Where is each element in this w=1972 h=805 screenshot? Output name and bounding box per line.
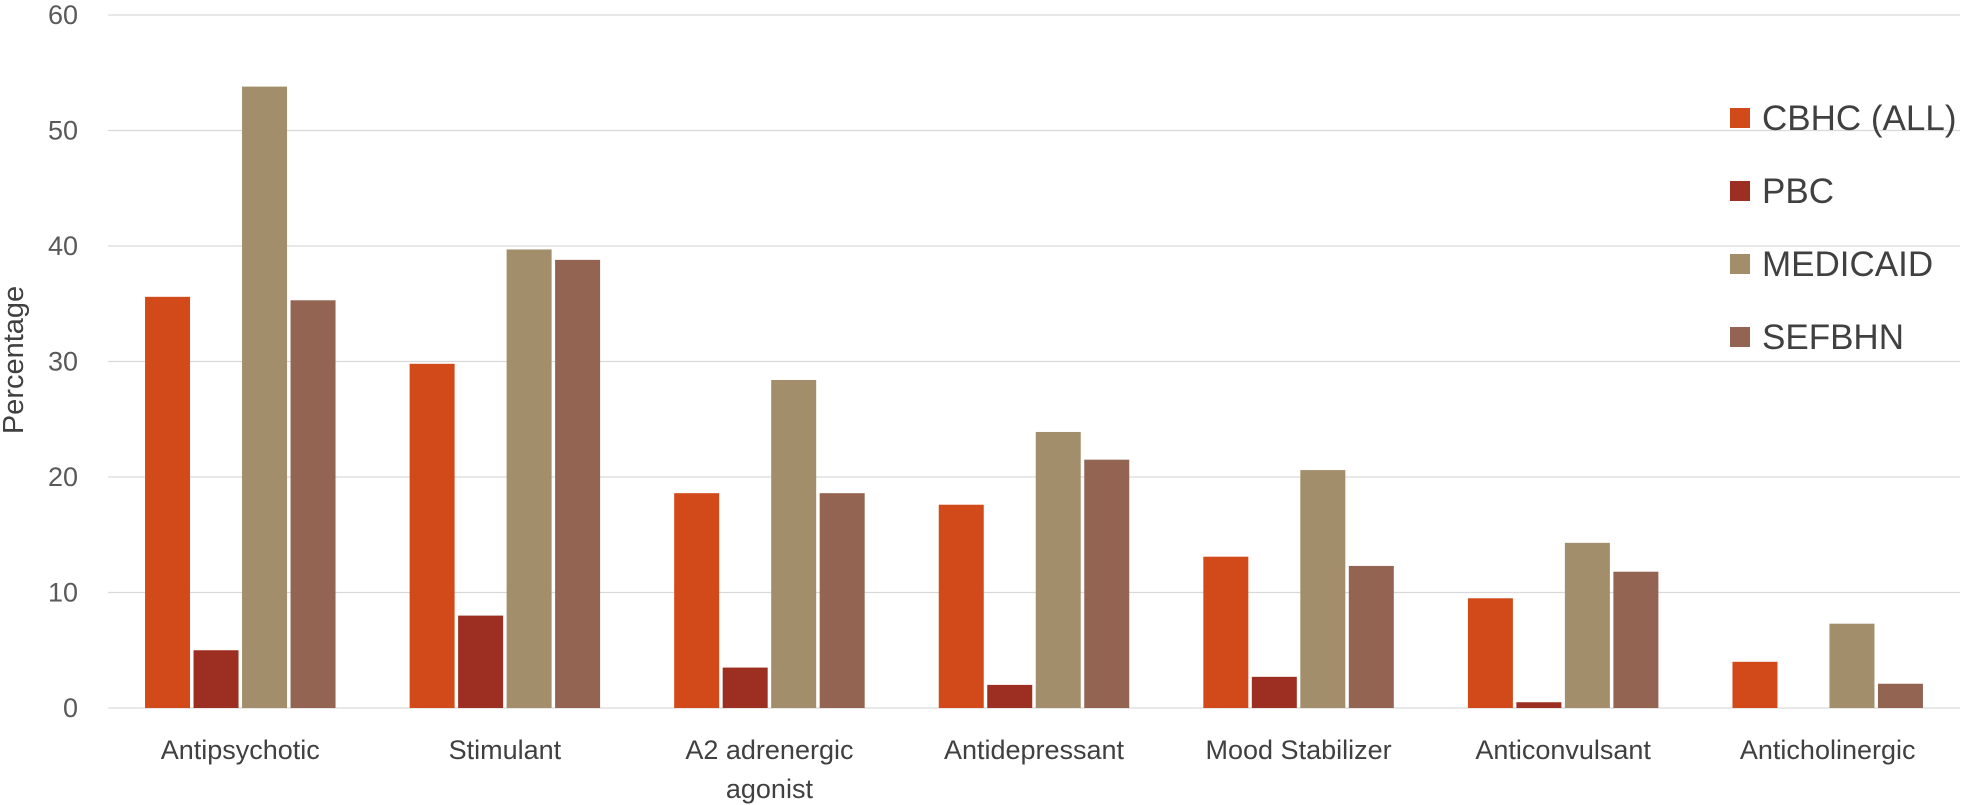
bar [938,504,984,708]
bar [145,296,191,708]
bar [506,249,552,708]
bar [674,493,720,708]
x-axis-labels: Antipsychotic Stimulant A2 adrenergic agoni… [161,735,1916,804]
bar [1732,661,1778,708]
bar [1613,571,1659,708]
legend-label: MEDICAID [1762,245,1933,284]
bar [1300,470,1346,708]
x-tick-label: A2 adrenergic [685,735,853,765]
y-tick-label: 0 [63,693,78,723]
legend: CBHC (ALL) PBC MEDICAID SEFBHN [1730,99,1956,357]
bar [1829,623,1875,708]
bar [1035,431,1081,708]
bar [409,363,455,708]
y-axis-title: Percentage [0,286,30,434]
bar [722,667,768,708]
legend-swatch [1730,108,1750,128]
bar [555,259,601,708]
y-tick-label: 10 [48,578,78,608]
x-tick-label: Stimulant [449,735,562,765]
y-tick-label: 30 [48,347,78,377]
y-tick-label: 60 [48,0,78,30]
y-tick-label: 40 [48,231,78,261]
x-tick-label: agonist [726,774,814,804]
x-tick-label: Antipsychotic [161,735,320,765]
bar [771,379,817,708]
bar [290,300,336,708]
bar [1251,676,1297,708]
bar [1467,598,1513,708]
bar [987,684,1033,708]
bar [242,86,288,709]
legend-swatch [1730,254,1750,274]
legend-swatch [1730,181,1750,201]
gridlines [108,14,1960,709]
bar [1516,702,1562,708]
x-tick-label: Anticonvulsant [1475,735,1651,765]
x-tick-label: Antidepressant [944,735,1125,765]
bar [1564,542,1610,708]
y-axis-ticks: 0 10 20 30 40 50 60 [48,0,78,723]
bar [458,615,504,708]
bar [193,650,239,708]
bar [1203,556,1249,708]
x-tick-label: Mood Stabilizer [1206,735,1392,765]
bar [1877,683,1923,708]
y-tick-label: 20 [48,462,78,492]
legend-label: PBC [1762,172,1834,211]
legend-label: SEFBHN [1762,318,1904,357]
y-tick-label: 50 [48,116,78,146]
x-tick-label: Anticholinergic [1740,735,1916,765]
bars [145,86,1923,709]
bar [1348,565,1394,708]
legend-label: CBHC (ALL) [1762,99,1956,138]
legend-swatch [1730,327,1750,347]
bar [1084,459,1130,708]
bar [819,493,865,708]
